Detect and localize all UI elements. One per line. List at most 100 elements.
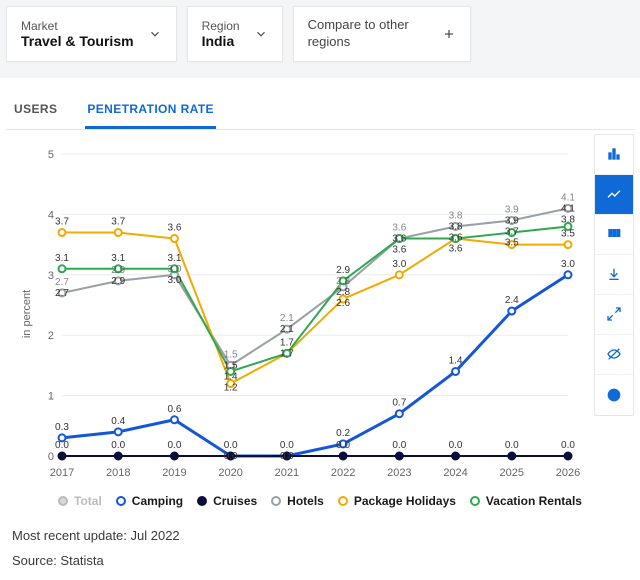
svg-text:0.7: 0.7 <box>392 398 406 409</box>
svg-text:0.0: 0.0 <box>336 440 350 451</box>
svg-text:1.7: 1.7 <box>280 337 294 348</box>
market-label: Market <box>21 19 134 33</box>
svg-text:3.0: 3.0 <box>561 259 575 270</box>
svg-text:0.0: 0.0 <box>224 451 238 462</box>
svg-text:3.6: 3.6 <box>167 222 181 233</box>
svg-text:5: 5 <box>48 149 54 161</box>
chart-toolbar <box>594 134 634 416</box>
svg-text:2017: 2017 <box>50 467 74 479</box>
svg-text:2021: 2021 <box>275 467 299 479</box>
svg-text:1.7: 1.7 <box>280 348 294 359</box>
svg-text:0.0: 0.0 <box>505 440 519 451</box>
svg-text:0.3: 0.3 <box>55 422 69 433</box>
svg-text:2024: 2024 <box>443 467 467 479</box>
line-chart-icon[interactable] <box>595 175 633 215</box>
svg-text:3.0: 3.0 <box>167 264 181 275</box>
svg-text:4.1: 4.1 <box>561 192 575 203</box>
tab-users[interactable]: USERS <box>12 92 59 129</box>
tab-bar: USERS PENETRATION RATE <box>6 92 634 130</box>
svg-text:3.6: 3.6 <box>392 222 406 233</box>
svg-text:3.9: 3.9 <box>505 204 519 215</box>
svg-text:3.7: 3.7 <box>505 226 519 237</box>
svg-text:2.4: 2.4 <box>505 295 519 306</box>
market-filter[interactable]: Market Travel & Tourism <box>6 6 177 62</box>
svg-text:0.0: 0.0 <box>280 451 294 462</box>
legend-item-hotels[interactable]: Hotels <box>271 494 324 508</box>
svg-text:2.8: 2.8 <box>336 287 350 298</box>
info-icon[interactable] <box>595 375 633 415</box>
svg-text:0.0: 0.0 <box>224 440 238 451</box>
svg-text:2.9: 2.9 <box>111 265 125 276</box>
svg-text:2022: 2022 <box>331 467 355 479</box>
table-icon[interactable] <box>595 215 633 255</box>
download-icon[interactable] <box>595 255 633 295</box>
chevron-down-icon <box>148 27 162 41</box>
svg-text:3.7: 3.7 <box>111 216 125 227</box>
svg-text:1.2: 1.2 <box>224 382 238 393</box>
svg-text:3.8: 3.8 <box>449 221 463 232</box>
svg-text:3.9: 3.9 <box>505 215 519 226</box>
svg-text:0.0: 0.0 <box>449 440 463 451</box>
source-note: Source: Statista <box>6 545 634 570</box>
legend-item-total[interactable]: Total <box>58 494 102 508</box>
hide-icon[interactable] <box>595 335 633 375</box>
svg-text:3.1: 3.1 <box>55 253 69 264</box>
svg-text:2.1: 2.1 <box>280 313 294 324</box>
svg-text:2019: 2019 <box>162 467 186 479</box>
svg-text:0: 0 <box>48 451 54 463</box>
expand-icon[interactable] <box>595 295 633 335</box>
chevron-down-icon <box>254 27 268 41</box>
legend-item-cruises[interactable]: Cruises <box>197 494 257 508</box>
legend: Total Camping Cruises Hotels Package Holiday… <box>6 488 634 520</box>
svg-text:3.5: 3.5 <box>505 237 519 248</box>
region-label: Region <box>202 19 240 33</box>
svg-text:2.9: 2.9 <box>336 265 350 276</box>
svg-text:3.6: 3.6 <box>392 233 406 244</box>
svg-text:2.7: 2.7 <box>55 288 69 299</box>
market-value: Travel & Tourism <box>21 33 134 49</box>
svg-text:0.0: 0.0 <box>167 440 181 451</box>
svg-text:0.0: 0.0 <box>55 440 69 451</box>
update-note: Most recent update: Jul 2022 <box>6 520 634 545</box>
svg-text:4.1: 4.1 <box>561 203 575 214</box>
svg-text:1: 1 <box>48 390 54 402</box>
svg-text:0.0: 0.0 <box>561 440 575 451</box>
svg-text:2.8: 2.8 <box>336 276 350 287</box>
legend-item-package[interactable]: Package Holidays <box>338 494 456 508</box>
svg-text:2: 2 <box>48 330 54 342</box>
compare-label: Compare to other regions <box>308 17 428 51</box>
svg-text:0.0: 0.0 <box>392 440 406 451</box>
svg-text:0.2: 0.2 <box>336 428 350 439</box>
tab-penetration[interactable]: PENETRATION RATE <box>85 92 216 129</box>
bar-chart-icon[interactable] <box>595 135 633 175</box>
svg-text:3.0: 3.0 <box>392 259 406 270</box>
svg-text:2.6: 2.6 <box>336 298 350 309</box>
svg-text:3.8: 3.8 <box>561 214 575 225</box>
legend-item-camping[interactable]: Camping <box>116 494 183 508</box>
line-chart: 0123452017201820192020202120222023202420… <box>8 144 588 484</box>
svg-text:3: 3 <box>48 270 54 282</box>
svg-text:1.5: 1.5 <box>224 360 238 371</box>
svg-text:2025: 2025 <box>500 467 524 479</box>
svg-text:0.0: 0.0 <box>111 440 125 451</box>
svg-text:in percent: in percent <box>21 290 33 338</box>
svg-text:3.6: 3.6 <box>392 244 406 255</box>
svg-text:2020: 2020 <box>218 467 242 479</box>
svg-text:1.4: 1.4 <box>449 355 463 366</box>
svg-text:3.5: 3.5 <box>561 228 575 239</box>
region-filter[interactable]: Region India <box>187 6 283 62</box>
svg-text:0.6: 0.6 <box>167 404 181 415</box>
plus-icon <box>442 27 456 41</box>
legend-item-vacation[interactable]: Vacation Rentals <box>470 494 582 508</box>
svg-text:4: 4 <box>48 209 54 221</box>
svg-text:2.9: 2.9 <box>111 276 125 287</box>
svg-text:2018: 2018 <box>106 467 130 479</box>
svg-text:3.8: 3.8 <box>449 210 463 221</box>
svg-text:2.1: 2.1 <box>280 324 294 335</box>
svg-text:0.0: 0.0 <box>280 440 294 451</box>
svg-text:3.1: 3.1 <box>111 253 125 264</box>
svg-text:1.5: 1.5 <box>224 349 238 360</box>
svg-text:0.4: 0.4 <box>111 416 125 427</box>
compare-filter[interactable]: Compare to other regions <box>293 6 471 62</box>
region-value: India <box>202 33 240 49</box>
